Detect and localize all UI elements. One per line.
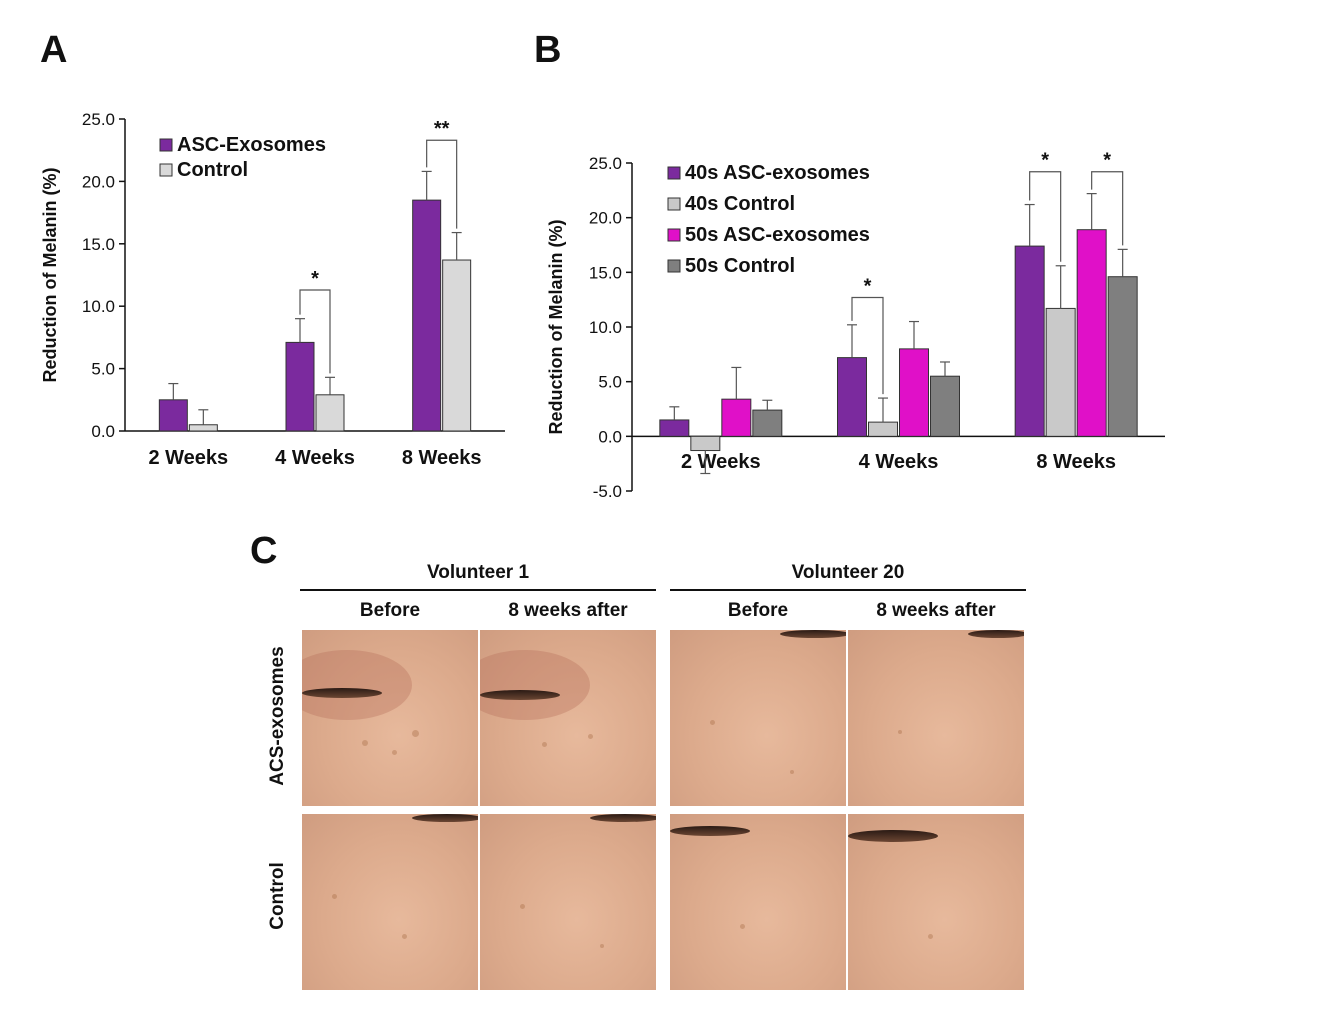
bar [752,409,783,437]
y-tick-label: 10.0 [82,297,115,316]
photo-v1-after-control [480,814,656,990]
y-tick-label: 5.0 [91,360,115,379]
y-tick-label: 0.0 [91,422,115,441]
x-category-label: 2 Weeks [681,451,761,473]
significance-marker: ** [434,118,450,140]
bar [442,259,472,432]
photo-v1-before-control [302,814,478,990]
photo-v20-before-exosomes [670,630,846,806]
significance-marker: * [1041,150,1049,172]
column-before-v20: Before [727,600,789,621]
y-tick-label: 25.0 [589,154,622,173]
photo-v1-before-exosomes [302,630,478,806]
legend-label: Control [177,159,248,181]
volunteer-1-header: Volunteer 1 [426,562,530,583]
panel-c: C Volunteer 1 Volunteer 20 Before 8 week… [250,530,1040,1000]
y-tick-label: 10.0 [589,318,622,337]
bar [837,357,867,437]
photo-v1-after-exosomes [480,630,656,806]
bar [1076,229,1107,437]
significance-marker: * [864,275,872,297]
legend-swatch [159,163,173,177]
y-tick-label: -5.0 [593,482,622,500]
bar [721,398,752,437]
bar [188,424,218,432]
x-category-label: 4 Weeks [275,447,355,469]
bar [412,199,442,432]
bar [285,341,315,432]
legend-swatch [667,197,681,211]
volunteer-1-rule [300,589,656,591]
panel-a-label: A [40,29,67,71]
y-tick-label: 15.0 [589,263,622,282]
y-axis-label: Reduction of Melanin (%) [40,168,60,383]
panel-b-label: B [534,29,561,71]
volunteer-20-rule [670,589,1026,591]
legend-label: ASC-Exosomes [177,134,326,156]
legend-swatch [159,138,173,152]
bar [1107,276,1138,437]
chart-b: B -5.0 0.0 5.0 10.0 15.0 20.0 25.0 Reduction of… [534,29,1165,500]
photo-v20-after-control [848,814,1024,990]
photo-v20-before-control [670,814,846,990]
y-tick-label: 20.0 [589,209,622,228]
volunteer-20-header: Volunteer 20 [791,562,905,583]
legend-swatch [667,259,681,273]
significance-bracket [426,139,458,229]
y-tick-label: 20.0 [82,172,115,191]
column-after-v20: 8 weeks after [876,600,996,621]
legend-label: 40s ASC-exosomes [685,162,870,184]
x-category-label: 8 Weeks [1036,451,1116,473]
x-category-label: 4 Weeks [859,451,939,473]
y-tick-label: 0.0 [598,427,622,446]
legend-label: 50s Control [685,255,795,277]
significance-marker: * [1103,150,1111,172]
legend-label: 50s ASC-exosomes [685,224,870,246]
y-tick-label: 15.0 [82,235,115,254]
bar [899,348,929,437]
x-category-label: 2 Weeks [148,447,228,469]
bar [690,435,721,452]
bar [1014,245,1045,437]
x-category-label: 8 Weeks [402,447,482,469]
significance-bracket [1091,171,1124,246]
significance-bracket [299,289,331,374]
y-tick-label: 25.0 [82,110,115,129]
y-axis-label: Reduction of Melanin (%) [546,220,566,435]
legend-swatch [667,228,681,242]
significance-bracket [851,296,884,395]
column-before-v1: Before [359,600,421,621]
bar [1045,307,1076,437]
legend-swatch [667,166,681,180]
bar [930,375,960,437]
bar [868,421,898,437]
chart-a: A 0.0 5.0 10.0 15.0 20.0 25.0 Reduction of Mel… [40,29,505,469]
significance-marker: * [311,268,319,290]
bar [158,399,188,432]
photo-v20-after-exosomes [848,630,1024,806]
significance-bracket [1029,171,1062,262]
bar [659,419,690,437]
row-label-control: Control [267,862,288,930]
column-after-v1: 8 weeks after [508,600,628,621]
legend-label: 40s Control [685,193,795,215]
panel-c-label: C [250,530,278,572]
bar [315,394,345,432]
row-label-exosomes: ACS-exosomes [267,646,288,786]
y-tick-label: 5.0 [598,373,622,392]
